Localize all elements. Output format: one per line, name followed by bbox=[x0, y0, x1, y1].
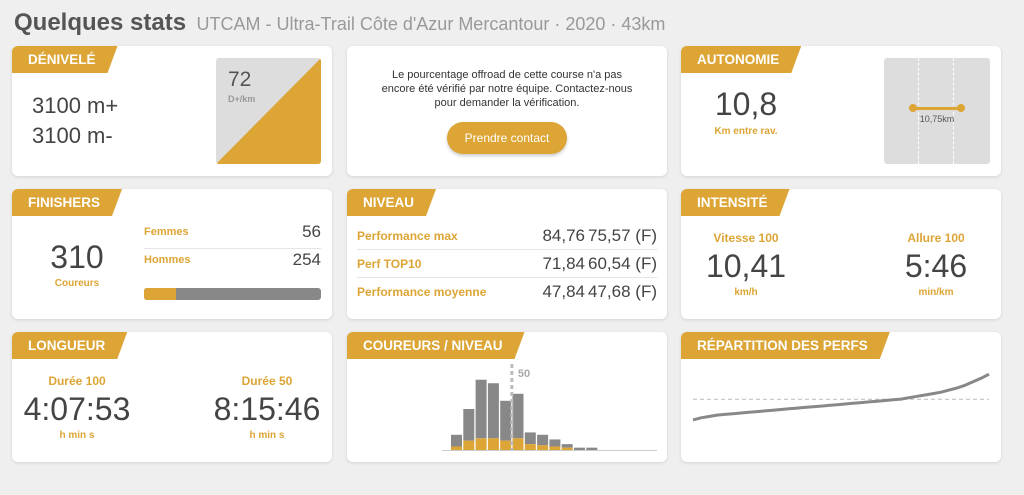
niveau-row: Performance moyenne 47,84 47,68 (F) bbox=[357, 278, 657, 306]
gender-bar bbox=[144, 288, 321, 300]
speed-label: Vitesse 100 bbox=[713, 231, 779, 245]
duration100-label: Durée 100 bbox=[48, 374, 106, 388]
histogram-bar-women bbox=[512, 438, 524, 450]
finishers-card: FINISHERS 310 Coureurs Femmes 56 Hommes … bbox=[12, 189, 332, 319]
women-fill bbox=[144, 288, 176, 300]
page-subtitle: UTCAM - Ultra-Trail Côte d'Azur Mercanto… bbox=[196, 14, 666, 34]
niveau-row-women: 60,54 (F) bbox=[588, 254, 657, 273]
autonomie-tag: AUTONOMIE bbox=[681, 46, 801, 73]
women-count: 56 bbox=[302, 222, 321, 241]
distance-dot-left bbox=[909, 104, 917, 112]
repartition-card: RÉPARTITION DES PERFS bbox=[681, 332, 1001, 462]
page-header: Quelques stats UTCAM - Ultra-Trail Côte … bbox=[14, 9, 665, 39]
histogram-bar-women bbox=[451, 446, 462, 450]
women-label: Femmes bbox=[144, 226, 189, 238]
denivele-plus: 3100 m+ bbox=[32, 93, 119, 118]
niveau-row-label: Performance max bbox=[357, 229, 458, 243]
men-label: Hommes bbox=[144, 254, 191, 266]
histogram-bar-men bbox=[475, 379, 487, 439]
histogram-bar-men bbox=[574, 447, 585, 450]
histogram-bar-women bbox=[524, 444, 536, 450]
niveau-card: NIVEAU Performance max 84,76 75,57 (F) P… bbox=[347, 189, 667, 319]
histogram-bar-men bbox=[451, 434, 462, 447]
men-count: 254 bbox=[292, 250, 321, 269]
road-line-left bbox=[918, 58, 919, 164]
niveau-row-value: 71,84 bbox=[542, 254, 585, 273]
histogram-bar-women bbox=[561, 447, 573, 450]
finishers-total-label: Coureurs bbox=[54, 278, 100, 289]
contact-button[interactable]: Prendre contact bbox=[447, 122, 567, 154]
longueur-tag: LONGUEUR bbox=[12, 332, 127, 359]
histogram-bar-women bbox=[463, 440, 475, 450]
niveau-row: Performance max 84,76 75,57 (F) bbox=[357, 222, 657, 250]
pace-unit: min/km bbox=[918, 287, 954, 298]
distance-dot-right bbox=[957, 104, 965, 112]
niveau-row-women: 75,57 (F) bbox=[588, 226, 657, 245]
denivele-minus: 3100 m- bbox=[32, 123, 113, 148]
coureurs-niveau-card: COUREURS / NIVEAU 50 bbox=[347, 332, 667, 462]
histogram-bar-men bbox=[524, 432, 536, 445]
niveau-row-label: Perf TOP10 bbox=[357, 257, 422, 271]
niveau-row-label: Performance moyenne bbox=[357, 285, 487, 299]
offroad-message: Le pourcentage offroad de cette course n… bbox=[381, 69, 633, 109]
autonomie-value: 10,8 bbox=[714, 86, 778, 122]
speed-unit: km/h bbox=[734, 287, 758, 298]
histogram-bar-women bbox=[487, 438, 499, 450]
histogram-chart bbox=[442, 364, 657, 451]
niveau-row-value: 84,76 bbox=[542, 226, 585, 245]
autonomie-card: AUTONOMIE 10,8 Km entre rav. 10,75km bbox=[681, 46, 1001, 176]
duration100-value: 4:07:53 bbox=[23, 391, 131, 427]
autonomie-panel: 10,75km bbox=[884, 58, 990, 164]
histogram-bar-men bbox=[463, 409, 475, 441]
pace-value: 5:46 bbox=[904, 248, 968, 284]
finishers-tag: FINISHERS bbox=[12, 189, 122, 216]
histogram-bar-men bbox=[537, 434, 549, 446]
histogram-bar-men bbox=[500, 400, 512, 441]
denivele-card: DÉNIVELÉ 3100 m+ 3100 m- 72 D+/km bbox=[12, 46, 332, 176]
histogram-bar-women bbox=[475, 438, 487, 450]
niveau-tag: NIVEAU bbox=[347, 189, 436, 216]
pace-label: Allure 100 bbox=[907, 231, 965, 245]
distance-label: 10,75km bbox=[919, 114, 955, 124]
histogram-bar-men bbox=[549, 439, 561, 447]
repartition-tag: RÉPARTITION DES PERFS bbox=[681, 332, 890, 359]
histogram-bar-women bbox=[549, 446, 561, 450]
histogram-bar-men bbox=[561, 444, 573, 448]
finishers-divider bbox=[144, 248, 321, 249]
denivele-tag: DÉNIVELÉ bbox=[12, 46, 118, 73]
repartition-chart bbox=[692, 372, 990, 422]
autonomie-label: Km entre rav. bbox=[714, 126, 778, 137]
finishers-total: 310 bbox=[50, 239, 104, 275]
speed-value: 10,41 bbox=[705, 248, 787, 284]
niveau-row: Perf TOP10 71,84 60,54 (F) bbox=[357, 250, 657, 278]
niveau-row-value: 47,84 bbox=[542, 282, 585, 301]
intensite-tag: INTENSITÉ bbox=[681, 189, 790, 216]
histogram-marker-label: 50 bbox=[517, 368, 531, 380]
denivele-badge: 72 D+/km bbox=[216, 58, 321, 164]
histogram-bar-women bbox=[537, 445, 549, 450]
histogram-bar-men bbox=[487, 383, 499, 439]
duration50-value: 8:15:46 bbox=[213, 391, 321, 427]
longueur-card: LONGUEUR Durée 100 4:07:53 h min s Durée… bbox=[12, 332, 332, 462]
offroad-card: Le pourcentage offroad de cette course n… bbox=[347, 46, 667, 176]
page-title: Quelques stats bbox=[14, 9, 187, 36]
histogram-bar-men bbox=[512, 393, 524, 439]
histogram-bar-women bbox=[500, 440, 512, 450]
repartition-curve bbox=[692, 372, 990, 422]
slope-triangle-icon bbox=[216, 58, 321, 164]
denivele-badge-unit: D+/km bbox=[228, 94, 256, 104]
denivele-badge-value: 72 bbox=[228, 68, 252, 91]
niveau-row-women: 47,68 (F) bbox=[588, 282, 657, 301]
intensite-card: INTENSITÉ Vitesse 100 10,41 km/h Allure … bbox=[681, 189, 1001, 319]
duration50-unit: h min s bbox=[249, 430, 285, 441]
duration50-label: Durée 50 bbox=[241, 374, 293, 388]
road-line-right bbox=[953, 58, 954, 164]
duration100-unit: h min s bbox=[59, 430, 95, 441]
distance-bar bbox=[912, 107, 962, 110]
histogram-bar-men bbox=[586, 447, 598, 450]
coureurs-niveau-tag: COUREURS / NIVEAU bbox=[347, 332, 525, 359]
